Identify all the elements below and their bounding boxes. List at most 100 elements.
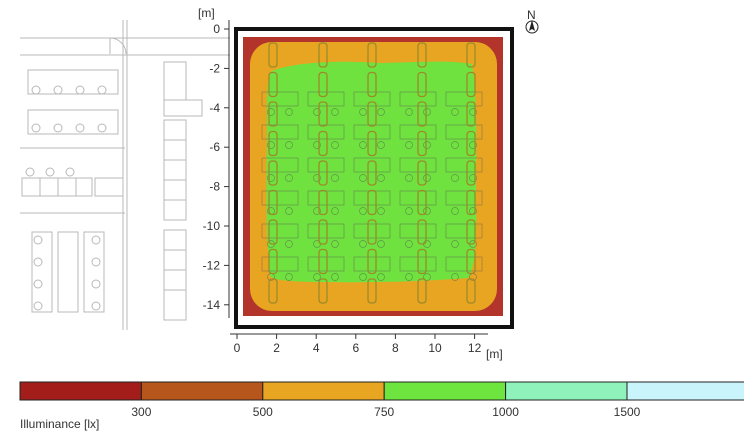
chair — [405, 174, 413, 182]
chair — [377, 240, 385, 248]
chair — [267, 141, 275, 149]
chair — [405, 207, 413, 215]
chair — [451, 207, 459, 215]
y-tick-label: -6 — [209, 140, 220, 154]
chair — [405, 273, 413, 281]
luminaire — [318, 42, 328, 68]
legend-band — [140, 381, 264, 401]
luminaire — [318, 130, 328, 157]
desk — [261, 124, 299, 140]
chair — [451, 273, 459, 281]
y-tick-label: -8 — [209, 180, 220, 194]
desk — [445, 157, 483, 173]
luminaire — [367, 278, 377, 304]
y-tick-label: -10 — [203, 219, 221, 233]
legend-band — [383, 381, 507, 401]
y-tick-label: 0 — [213, 22, 220, 36]
chair — [359, 207, 367, 215]
chair — [405, 108, 413, 116]
chair — [423, 174, 431, 182]
y-axis: 0 -2 -4 -6 -8 -10 -12 -14 [m] — [198, 6, 230, 318]
luminaire — [466, 130, 476, 157]
luminaire — [268, 219, 278, 245]
luminaire — [268, 189, 278, 216]
desk-cluster — [21, 167, 124, 197]
chair — [469, 141, 477, 149]
chair — [359, 141, 367, 149]
luminaire — [466, 278, 476, 304]
y-tick-label: -14 — [203, 298, 221, 312]
chair — [331, 207, 339, 215]
desk — [307, 256, 345, 272]
x-tick-label: 2 — [273, 341, 280, 355]
legend-threshold-label: 750 — [374, 405, 394, 419]
luminaire — [318, 219, 328, 245]
compass-label: N — [527, 8, 536, 22]
luminaire — [466, 189, 476, 216]
chair — [377, 141, 385, 149]
chair — [359, 273, 367, 281]
legend-threshold-label: 300 — [131, 405, 151, 419]
luminaire — [318, 278, 328, 304]
desk — [445, 256, 483, 272]
luminaire — [466, 219, 476, 245]
luminaire-rows — [268, 42, 476, 304]
chair — [285, 240, 293, 248]
luminaire — [466, 160, 476, 186]
chair — [359, 108, 367, 116]
desk — [353, 256, 391, 272]
desk — [307, 223, 345, 239]
chair — [285, 108, 293, 116]
chair — [267, 174, 275, 182]
luminaire — [417, 160, 427, 186]
chair — [451, 141, 459, 149]
legend-threshold-label: 1000 — [492, 405, 519, 419]
desk-cluster — [31, 231, 105, 313]
chair — [469, 108, 477, 116]
luminaire — [318, 248, 328, 275]
legend-band — [262, 381, 385, 401]
chair — [285, 141, 293, 149]
luminaire — [417, 278, 427, 304]
y-tick-label: -2 — [209, 61, 220, 75]
luminaire — [367, 219, 377, 245]
luminaire — [367, 71, 377, 98]
chair — [405, 240, 413, 248]
storage-cabinets — [163, 61, 203, 321]
chair — [313, 207, 321, 215]
luminaire — [417, 189, 427, 216]
desk — [261, 157, 299, 173]
desk — [353, 124, 391, 140]
legend-band — [626, 381, 744, 401]
illuminance-legend: 300 500 750 1000 1500 Illuminance [lx] — [19, 381, 744, 431]
luminaire — [367, 130, 377, 157]
y-axis-unit: [m] — [198, 6, 215, 20]
x-tick-label: 12 — [468, 341, 482, 355]
chair — [423, 141, 431, 149]
luminaire — [417, 101, 427, 127]
x-tick-label: 4 — [313, 341, 320, 355]
chair — [313, 108, 321, 116]
desk — [261, 190, 299, 206]
luminaire-column — [318, 42, 328, 304]
luminaire — [268, 42, 278, 68]
chair — [313, 141, 321, 149]
luminaire — [466, 71, 476, 98]
chair — [377, 207, 385, 215]
legend-band — [505, 381, 628, 401]
chair — [423, 207, 431, 215]
luminaire — [367, 189, 377, 216]
desk-cluster — [27, 69, 119, 135]
chair — [267, 108, 275, 116]
desk — [445, 223, 483, 239]
luminaire — [367, 42, 377, 68]
chair — [423, 273, 431, 281]
luminaire — [318, 71, 328, 98]
legend-threshold-label: 500 — [253, 405, 273, 419]
x-tick-label: 0 — [234, 341, 241, 355]
luminaire — [417, 248, 427, 275]
chair — [451, 108, 459, 116]
luminaire — [367, 248, 377, 275]
legend-threshold-label: 1500 — [614, 405, 641, 419]
